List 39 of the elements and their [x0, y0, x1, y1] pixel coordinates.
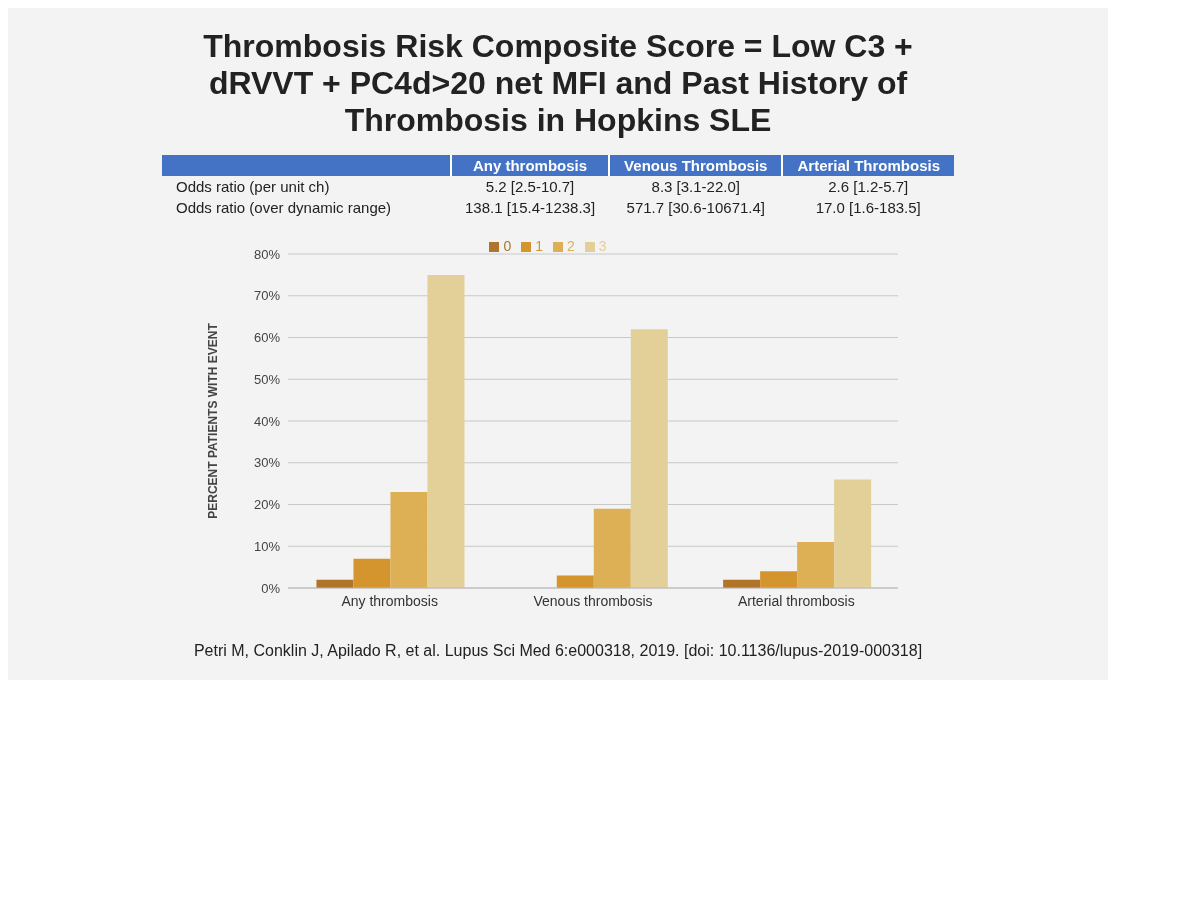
y-tick-label: 70% — [253, 288, 281, 304]
y-tick-label: 40% — [253, 413, 281, 429]
legend-label: 3 — [598, 238, 607, 254]
y-tick-label: 30% — [253, 455, 281, 471]
text: 5.2 [2.5-10.7] — [484, 177, 576, 197]
bar — [797, 542, 835, 588]
text: 2.6 [1.2-5.7] — [827, 177, 910, 197]
text: Odds ratio (per unit ch) — [175, 177, 331, 197]
chart-title: Thrombosis Risk Composite Score = Low C3 + dRVVT + PC4d>20 net MFI and Past History of Thrombosis in Hopkins SLE — [202, 28, 914, 139]
text: Any thrombosis — [451, 155, 610, 176]
bar — [834, 479, 872, 588]
text: 17.0 [1.6-183.5] — [814, 198, 922, 218]
y-tick-label: 10% — [253, 538, 281, 554]
y-tick-label: 20% — [253, 497, 281, 513]
bar — [593, 508, 631, 588]
text: Venous Thrombosis — [609, 155, 783, 176]
bar — [353, 558, 391, 588]
legend-label: 1 — [535, 238, 543, 254]
bar — [556, 575, 594, 588]
x-tick-label: Venous thrombosis — [533, 592, 653, 609]
y-tick-label: 80% — [253, 246, 281, 262]
text: Odds ratio (over dynamic range) — [175, 198, 393, 218]
x-tick-label: Any thrombosis — [341, 592, 438, 609]
legend-label: 0 — [503, 238, 512, 254]
y-tick-label: 0% — [261, 580, 281, 596]
y-tick-label: 60% — [253, 330, 281, 346]
y-axis-title: PERCENT PATIENTS WITH EVENT — [206, 322, 221, 519]
text: 8.3 [3.1-22.0] — [650, 177, 741, 197]
bar — [427, 274, 465, 588]
text: Petri M, Conklin J, Apilado R, et al. Lupus Sci Med 6:e000318, 2019. [doi: 10.1136/lupus-2019-000318] — [192, 642, 924, 660]
text: 571.7 [30.6-10671.4] — [625, 198, 766, 218]
text: Arterial Thrombosis — [782, 155, 954, 176]
bar — [390, 491, 428, 588]
y-tick-label: 50% — [253, 371, 281, 387]
bar — [760, 571, 798, 588]
x-tick-label: Arterial thrombosis — [737, 592, 855, 609]
text: 138.1 [15.4-1238.3] — [464, 198, 597, 218]
legend-label: 2 — [567, 238, 575, 254]
bar — [630, 329, 668, 588]
